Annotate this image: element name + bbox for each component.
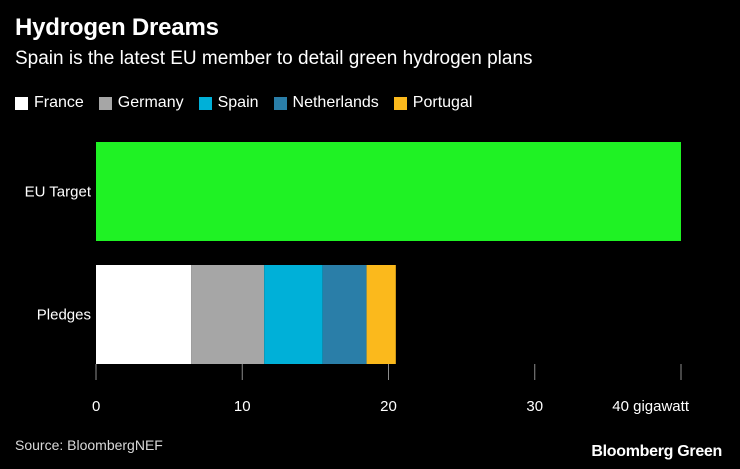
bar-pledges-france bbox=[96, 265, 192, 364]
legend-swatch-germany bbox=[98, 96, 112, 110]
bars bbox=[96, 142, 681, 364]
x-tick-label-20: 20 bbox=[380, 398, 397, 415]
x-tick-label-40: 40 gigawatt bbox=[612, 398, 690, 415]
bar-pledges-germany bbox=[191, 265, 265, 364]
x-tick-label-10: 10 bbox=[234, 398, 251, 415]
category-labels: EU Target Pledges bbox=[25, 184, 92, 324]
x-tick-label-30: 30 bbox=[526, 398, 543, 415]
tick-labels: 0 10 20 30 40 gigawatt bbox=[92, 398, 690, 415]
legend-item-portugal: Portugal bbox=[393, 94, 473, 112]
bar-pledges-spain bbox=[264, 265, 323, 364]
chart-title: Hydrogen Dreams bbox=[15, 14, 219, 41]
legend-label-spain: Spain bbox=[217, 94, 259, 111]
legend-item-spain: Spain bbox=[198, 94, 259, 112]
legend-swatch-france bbox=[15, 96, 28, 110]
legend-swatch-spain bbox=[198, 96, 212, 110]
legend-item-netherlands: Netherlands bbox=[273, 94, 379, 112]
brand-logo: Bloomberg Green bbox=[591, 443, 722, 460]
legend-label-netherlands: Netherlands bbox=[292, 94, 379, 111]
x-tick-label-0: 0 bbox=[92, 398, 100, 415]
bar-pledges-netherlands bbox=[322, 265, 367, 364]
legend-item-germany: Germany bbox=[98, 94, 184, 112]
tick-lines bbox=[95, 364, 682, 380]
legend-swatch-netherlands bbox=[273, 96, 287, 110]
bar-pledges-portugal bbox=[366, 265, 396, 364]
category-label-pledges: Pledges bbox=[37, 307, 91, 324]
legend-label-germany: Germany bbox=[117, 94, 184, 111]
legend-swatch-portugal bbox=[393, 96, 407, 110]
chart-subtitle: Spain is the latest EU member to detail … bbox=[15, 48, 533, 69]
legend-label-france: France bbox=[34, 94, 84, 111]
legend-item-france: France bbox=[15, 94, 84, 112]
source-note: Source: BloombergNEF bbox=[15, 437, 163, 453]
legend: France Germany Spain Netherlands Portuga… bbox=[15, 94, 487, 112]
bar-eu-target bbox=[96, 142, 681, 241]
category-label-eu-target: EU Target bbox=[25, 184, 92, 201]
legend-label-portugal: Portugal bbox=[412, 94, 473, 111]
